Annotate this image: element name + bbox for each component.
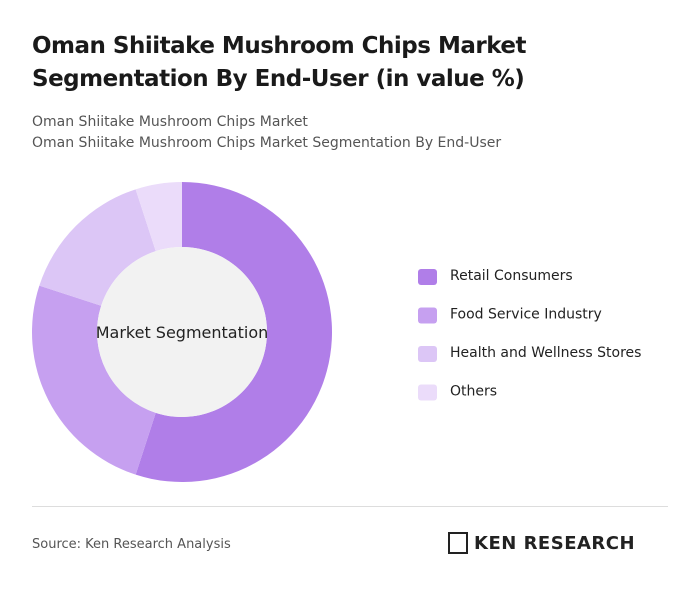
donut-slice <box>135 182 182 252</box>
donut-hole <box>97 247 267 417</box>
center-label: Market Segmentation <box>96 323 269 342</box>
logo-mark <box>448 532 468 554</box>
legend-label: Health and Wellness Stores <box>450 345 641 361</box>
subtitle: Oman Shiitake Mushroom Chips Market Segm… <box>32 135 502 151</box>
legend-swatch <box>418 307 437 324</box>
logo: KEN RESEARCH <box>448 530 635 556</box>
divider <box>32 506 668 507</box>
donut-slice <box>39 189 156 306</box>
donut-slice <box>135 182 332 482</box>
chart: Market Segmentation Retail Consumers Food … <box>32 182 641 482</box>
donut-slice <box>32 285 156 475</box>
source: Source: Ken Research Analysis <box>32 537 231 552</box>
subtitle: Oman Shiitake Mushroom Chips Market <box>32 114 308 130</box>
legend-label: Others <box>450 384 497 400</box>
legend-label: Retail Consumers <box>450 268 573 284</box>
legend-swatch <box>418 346 437 362</box>
chart-title: Oman Shiitake Mushroom Chips Market Segm… <box>32 33 527 92</box>
legend-swatch <box>418 384 437 401</box>
logo-text: KEN RESEARCH <box>474 532 636 554</box>
legend-swatch <box>418 269 437 285</box>
legend-label: Food Service Industry <box>450 307 602 323</box>
